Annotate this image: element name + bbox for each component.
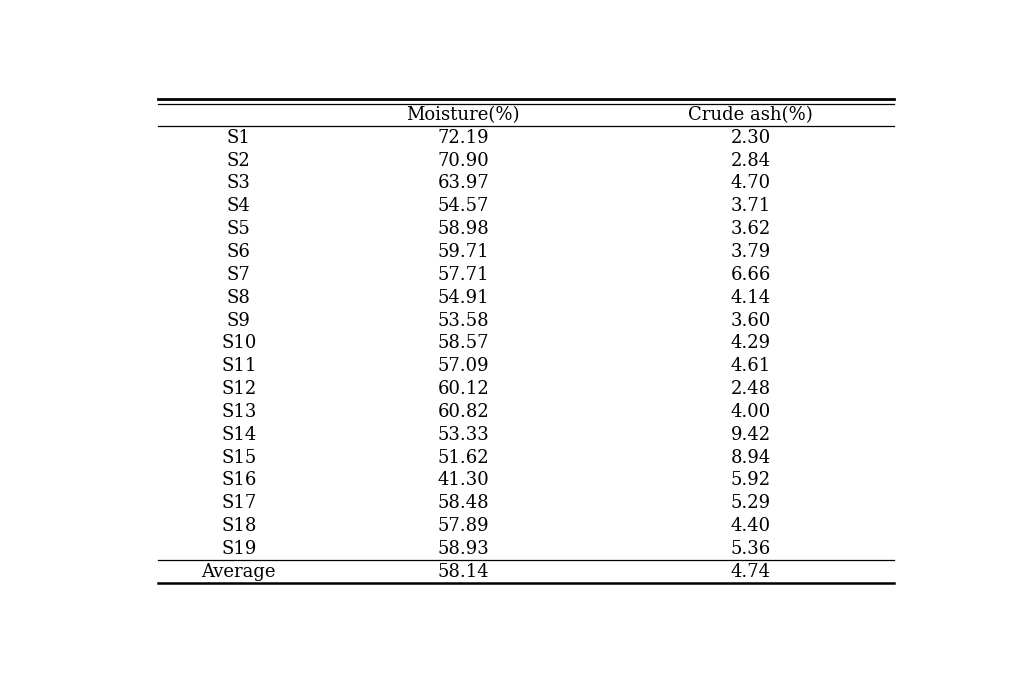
Text: 9.42: 9.42 bbox=[731, 426, 770, 444]
Text: S6: S6 bbox=[226, 243, 251, 261]
Text: 70.90: 70.90 bbox=[438, 152, 489, 170]
Text: 3.60: 3.60 bbox=[730, 312, 770, 330]
Text: S9: S9 bbox=[226, 312, 251, 330]
Text: S10: S10 bbox=[221, 335, 257, 353]
Text: S12: S12 bbox=[221, 380, 257, 398]
Text: 4.40: 4.40 bbox=[731, 518, 770, 535]
Text: 57.09: 57.09 bbox=[438, 357, 489, 375]
Text: 2.84: 2.84 bbox=[731, 152, 770, 170]
Text: 5.29: 5.29 bbox=[731, 494, 770, 512]
Text: S8: S8 bbox=[226, 288, 251, 307]
Text: 53.33: 53.33 bbox=[438, 426, 489, 444]
Text: 8.94: 8.94 bbox=[731, 448, 770, 466]
Text: S18: S18 bbox=[221, 518, 257, 535]
Text: 51.62: 51.62 bbox=[438, 448, 489, 466]
Text: 4.29: 4.29 bbox=[731, 335, 770, 353]
Text: S3: S3 bbox=[226, 175, 251, 193]
Text: 53.58: 53.58 bbox=[438, 312, 489, 330]
Text: 4.70: 4.70 bbox=[731, 175, 770, 193]
Text: 54.91: 54.91 bbox=[438, 288, 489, 307]
Text: 60.12: 60.12 bbox=[438, 380, 489, 398]
Text: 3.62: 3.62 bbox=[731, 220, 770, 238]
Text: 4.61: 4.61 bbox=[731, 357, 770, 375]
Text: S5: S5 bbox=[226, 220, 251, 238]
Text: 5.92: 5.92 bbox=[731, 471, 770, 489]
Text: 4.74: 4.74 bbox=[731, 563, 770, 581]
Text: 57.89: 57.89 bbox=[438, 518, 489, 535]
Text: 58.93: 58.93 bbox=[438, 540, 489, 558]
Text: 57.71: 57.71 bbox=[438, 266, 489, 284]
Text: 3.71: 3.71 bbox=[731, 197, 770, 215]
Text: 72.19: 72.19 bbox=[438, 129, 489, 147]
Text: 3.79: 3.79 bbox=[731, 243, 770, 261]
Text: 58.57: 58.57 bbox=[438, 335, 489, 353]
Text: S15: S15 bbox=[221, 448, 257, 466]
Text: 60.82: 60.82 bbox=[438, 403, 489, 421]
Text: S2: S2 bbox=[226, 152, 251, 170]
Text: 2.48: 2.48 bbox=[731, 380, 770, 398]
Text: 4.14: 4.14 bbox=[731, 288, 770, 307]
Text: S11: S11 bbox=[221, 357, 257, 375]
Text: S7: S7 bbox=[226, 266, 251, 284]
Text: S4: S4 bbox=[226, 197, 251, 215]
Text: 63.97: 63.97 bbox=[438, 175, 489, 193]
Text: 58.14: 58.14 bbox=[438, 563, 489, 581]
Text: 2.30: 2.30 bbox=[731, 129, 770, 147]
Text: 58.48: 58.48 bbox=[438, 494, 489, 512]
Text: S17: S17 bbox=[221, 494, 257, 512]
Text: Moisture(%): Moisture(%) bbox=[406, 106, 520, 124]
Text: Crude ash(%): Crude ash(%) bbox=[688, 106, 813, 124]
Text: 4.00: 4.00 bbox=[731, 403, 770, 421]
Text: S13: S13 bbox=[221, 403, 257, 421]
Text: S14: S14 bbox=[221, 426, 257, 444]
Text: 5.36: 5.36 bbox=[731, 540, 770, 558]
Text: 6.66: 6.66 bbox=[730, 266, 770, 284]
Text: Average: Average bbox=[201, 563, 276, 581]
Text: 54.57: 54.57 bbox=[438, 197, 489, 215]
Text: 59.71: 59.71 bbox=[438, 243, 489, 261]
Text: S19: S19 bbox=[221, 540, 257, 558]
Text: S1: S1 bbox=[226, 129, 251, 147]
Text: 58.98: 58.98 bbox=[438, 220, 489, 238]
Text: S16: S16 bbox=[221, 471, 257, 489]
Text: 41.30: 41.30 bbox=[438, 471, 489, 489]
